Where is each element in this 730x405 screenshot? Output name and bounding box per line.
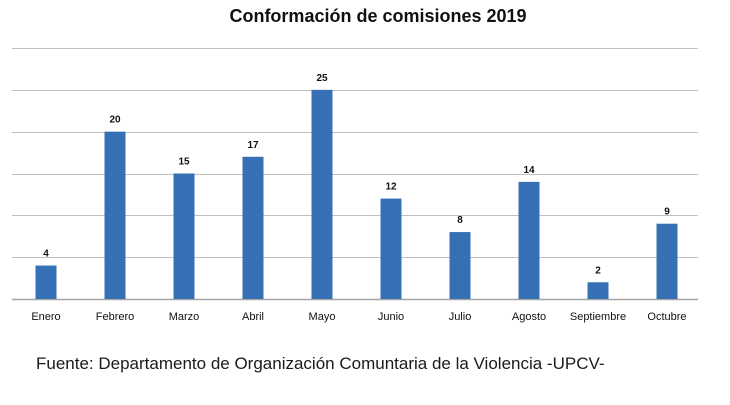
x-tick-label: Abril — [242, 311, 264, 323]
bar — [449, 232, 471, 299]
data-label: 12 — [385, 182, 397, 193]
gridlines — [12, 48, 698, 301]
data-label: 25 — [316, 73, 328, 84]
x-tick-label: Febrero — [96, 311, 135, 323]
bars — [35, 89, 678, 299]
x-tick-label: Octubre — [647, 311, 686, 323]
data-label: 9 — [664, 207, 670, 218]
data-label: 15 — [178, 157, 190, 168]
bar-chart: 4 20 15 17 25 12 8 14 2 9 Enero Febrero Marzo Abril M… — [12, 48, 698, 323]
x-axis-tick-labels: Enero Febrero Marzo Abril Mayo Junio Julio Agos… — [31, 311, 686, 323]
bar — [311, 89, 333, 299]
data-label: 17 — [247, 140, 259, 151]
x-tick-label: Enero — [31, 311, 60, 323]
x-tick-label: Agosto — [512, 311, 546, 323]
chart-title: Conformación de comisiones 2019 — [229, 6, 527, 26]
data-label: 8 — [457, 215, 463, 226]
bar — [35, 265, 57, 299]
data-label: 2 — [595, 265, 601, 276]
bar — [587, 282, 609, 299]
x-tick-label: Septiembre — [570, 311, 626, 323]
bar — [173, 173, 195, 299]
bar — [242, 156, 264, 299]
x-tick-label: Junio — [378, 311, 404, 323]
bar — [380, 198, 402, 299]
x-tick-label: Mayo — [309, 311, 336, 323]
x-tick-label: Julio — [449, 311, 472, 323]
x-tick-label: Marzo — [169, 311, 200, 323]
bar — [104, 131, 126, 299]
data-label: 4 — [43, 249, 49, 260]
source-note: Fuente: Departamento de Organización Com… — [36, 354, 605, 373]
bar — [518, 181, 540, 299]
data-label: 14 — [523, 165, 535, 176]
data-labels: 4 20 15 17 25 12 8 14 2 9 — [43, 73, 670, 276]
bar — [656, 223, 678, 299]
data-label: 20 — [109, 115, 121, 126]
